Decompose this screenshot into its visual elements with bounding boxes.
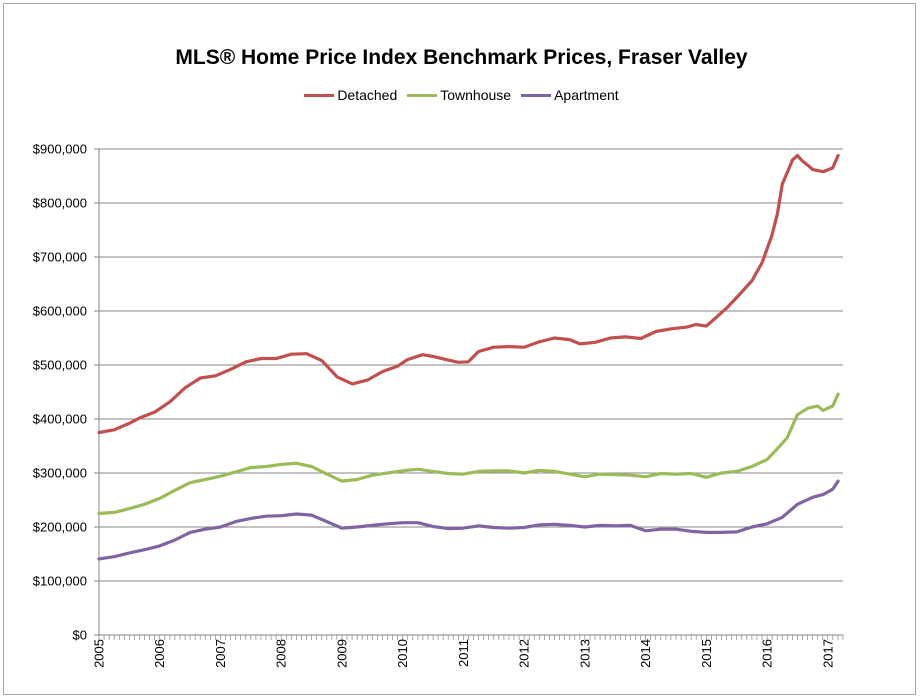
legend-item-apartment: Apartment xyxy=(521,87,619,103)
y-tick-label: $700,000 xyxy=(33,250,87,265)
x-tick-label: 2006 xyxy=(152,639,167,668)
legend-swatch-apartment xyxy=(521,93,552,97)
legend-label-townhouse: Townhouse xyxy=(440,87,512,103)
x-tick-label: 2009 xyxy=(334,639,349,668)
x-tick-labels: 2005 2006 2007 2008 2009 2010 2011 2012 2013 2014… xyxy=(92,639,836,668)
x-tick-label: 2008 xyxy=(274,639,289,668)
y-tick-label: $300,000 xyxy=(33,466,87,481)
y-tick-label: $200,000 xyxy=(33,520,87,535)
series-line-apartment xyxy=(97,479,840,561)
x-tick-label: 2005 xyxy=(92,639,107,668)
y-tick-label: $800,000 xyxy=(33,196,87,211)
x-tick-label: 2016 xyxy=(760,639,775,668)
x-tick-label: 2011 xyxy=(456,639,471,667)
chart-frame xyxy=(3,3,916,695)
x-tick-label: 2013 xyxy=(577,639,592,668)
y-tick-label: $500,000 xyxy=(33,358,87,373)
legend-swatch-detached xyxy=(304,93,335,97)
x-tick-label: 2012 xyxy=(517,639,532,668)
legend-item-townhouse: Townhouse xyxy=(407,87,511,103)
y-tick-label: $400,000 xyxy=(33,412,87,427)
x-tick-label: 2015 xyxy=(699,639,714,668)
series-line-townhouse xyxy=(97,392,840,516)
series-line-detached xyxy=(97,153,840,435)
chart-legend: Detached Townhouse Apartment xyxy=(0,87,923,103)
x-tick-label: 2014 xyxy=(638,639,653,668)
x-tick-label: 2007 xyxy=(213,639,228,668)
y-tick-label: $100,000 xyxy=(33,574,87,589)
axes xyxy=(94,148,844,640)
x-tick-label: 2010 xyxy=(395,639,410,668)
legend-item-detached: Detached xyxy=(304,87,397,103)
series-lines xyxy=(97,153,840,561)
y-tick-label: $600,000 xyxy=(33,304,87,319)
x-tick-label: 2017 xyxy=(820,639,835,668)
y-tick-labels: $0 $100,000 $200,000 $300,000 $400,000 $500,0… xyxy=(33,142,87,643)
y-tick-label: $0 xyxy=(73,628,87,643)
legend-swatch-townhouse xyxy=(407,93,438,97)
legend-label-detached: Detached xyxy=(337,87,398,103)
gridlines xyxy=(99,148,843,582)
chart-title: MLS® Home Price Index Benchmark Prices, … xyxy=(175,46,748,69)
legend-label-apartment: Apartment xyxy=(554,87,619,103)
y-tick-label: $900,000 xyxy=(33,142,87,157)
